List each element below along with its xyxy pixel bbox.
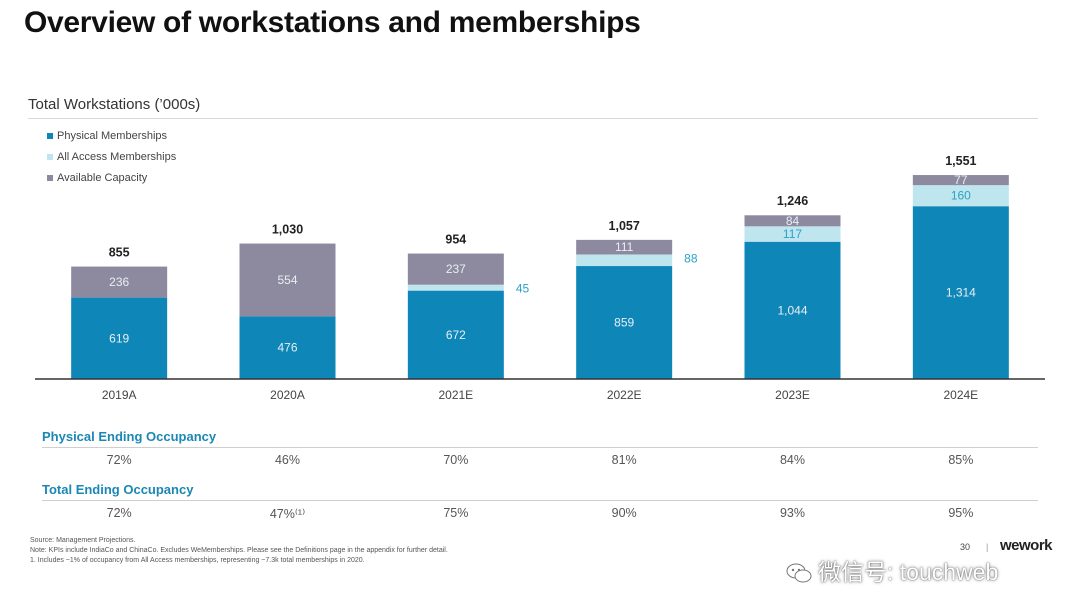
legend-label-0: Physical Memberships [57,130,168,142]
bar-2019A-2 [71,266,168,298]
footnote-note: Note: KPIs include IndiaCo and ChinaCo. … [30,547,448,554]
bar-label-2019A-2: 236 [109,275,129,289]
bar-2022E-1 [576,254,673,267]
legend-label-1: All Access Memberships [57,151,177,163]
footnote-source: Source: Management Projections. [30,537,136,544]
bar-label-2024E-0: 1,314 [946,286,976,300]
subtitle-divider [28,118,1038,119]
bar-2022E-0 [576,266,673,379]
bar-label-2023E-1: 117 [783,227,802,241]
x-tick-2022E: 2022E [607,388,642,402]
bar-label-2021E-2: 237 [446,262,466,276]
x-tick-2019A: 2019A [102,388,137,402]
legend-swatch-2 [47,175,53,181]
physical-occupancy-label: Physical Ending Occupancy [42,429,217,444]
bar-2024E-2 [912,175,1009,186]
x-tick-2023E: 2023E [775,388,810,402]
total-occupancy-value-1: 47%⁽¹⁾ [269,507,306,521]
x-tick-2020A: 2020A [270,388,305,402]
chart-subtitle: Total Workstations (’000s) [28,96,201,113]
total-occupancy-divider [42,500,1038,501]
physical-occupancy-value-0: 72% [106,453,132,467]
total-label-2019A: 855 [109,246,130,260]
footnote-1: 1. Includes ~1% of occupancy from All Ac… [30,557,365,564]
bar-label-2022E-1: 88 [684,251,698,265]
bar-label-2022E-2: 111 [615,240,634,254]
watermark-text: 微信号: touchweb [818,559,999,585]
total-label-2021E: 954 [445,233,466,247]
bar-label-2019A-0: 619 [109,331,129,345]
wechat-watermark: 微信号: touchweb [786,553,998,587]
bar-2023E-1 [744,226,841,242]
bar-2023E-0 [744,241,841,379]
bar-2024E-0 [912,206,1009,379]
bar-2021E-2 [407,253,504,285]
bar-label-2024E-1: 160 [951,189,971,203]
bar-label-2021E-1: 45 [516,282,530,296]
total-occupancy-value-5: 95% [948,506,974,520]
bar-2024E-1 [912,185,1009,207]
physical-occupancy-value-4: 84% [779,453,806,467]
total-occupancy-value-0: 72% [106,506,132,520]
bar-label-2020A-0: 476 [277,341,297,355]
physical-occupancy-value-1: 46% [274,453,301,467]
bar-2021E-1 [407,284,504,291]
bar-2023E-2 [744,215,841,227]
page-number: 30 [960,542,971,552]
x-tick-2021E: 2021E [438,388,473,402]
bar-2020A-2 [239,243,336,317]
total-label-2023E: 1,246 [777,194,808,208]
bar-label-2022E-0: 859 [614,316,634,330]
bar-2021E-0 [407,290,504,379]
physical-occupancy-value-2: 70% [443,453,469,467]
bar-label-2024E-2: 77 [954,173,968,187]
physical-occupancy-value-3: 81% [611,453,637,467]
total-occupancy-value-2: 75% [443,506,469,520]
legend-label-2: Available Capacity [57,172,148,184]
wework-logo: wework [1000,537,1053,554]
legend-swatch-1 [47,154,53,160]
x-tick-2024E: 2024E [943,388,978,402]
stacked-bar-chart: Physical Memberships All Access Membershi… [35,130,1045,402]
total-occupancy-value-4: 93% [779,506,806,520]
physical-occupancy-value-5: 85% [948,453,974,467]
branding-divider: | [986,542,989,552]
legend-swatch-0 [47,133,53,139]
total-label-2020A: 1,030 [272,223,303,237]
bar-label-2023E-2: 84 [786,214,800,228]
physical-occupancy-divider [42,447,1038,448]
total-label-2022E: 1,057 [609,219,640,233]
bar-2019A-0 [71,297,168,379]
total-label-2024E: 1,551 [945,154,976,168]
bar-2020A-0 [239,316,336,379]
wechat-icon [786,563,812,583]
total-occupancy-label: Total Ending Occupancy [42,482,194,497]
total-occupancy-value-3: 90% [611,506,637,520]
page-title: Overview of workstations and memberships [24,6,641,39]
bar-label-2021E-0: 672 [446,328,466,342]
bar-label-2023E-0: 1,044 [777,303,807,317]
bar-2022E-2 [576,239,673,255]
bar-label-2020A-2: 554 [277,273,297,287]
